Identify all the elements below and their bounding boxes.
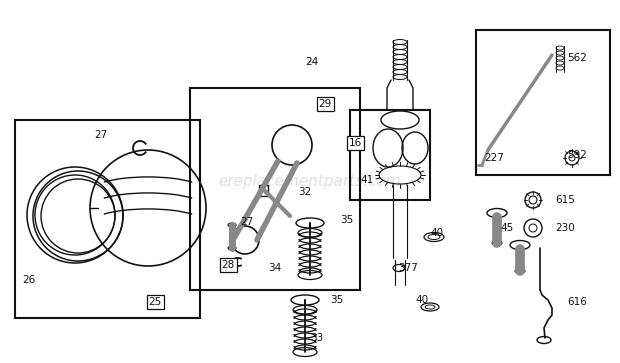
Bar (15, 120, 200, 318)
Text: 27: 27 (240, 217, 253, 227)
Text: 35: 35 (330, 295, 343, 305)
Bar (259, 185, 268, 196)
Bar (476, 30, 610, 175)
Bar (350, 110, 430, 200)
Text: 616: 616 (567, 297, 587, 307)
Text: 592: 592 (567, 150, 587, 160)
Text: 35: 35 (340, 215, 353, 225)
Bar (190, 88, 360, 290)
Text: 24: 24 (305, 57, 318, 67)
Text: 45: 45 (500, 223, 513, 233)
Text: 377: 377 (398, 263, 418, 273)
Text: 32: 32 (298, 187, 311, 197)
Text: 27: 27 (94, 130, 107, 140)
Text: 29: 29 (319, 99, 332, 109)
Text: ereplacementparts.com: ereplacementparts.com (219, 174, 401, 189)
Text: 40: 40 (415, 295, 428, 305)
Text: 25: 25 (148, 297, 162, 307)
Text: 26: 26 (22, 275, 35, 285)
Text: 227: 227 (484, 153, 504, 163)
Text: 34: 34 (268, 263, 281, 273)
Text: 28: 28 (221, 260, 234, 270)
Text: 41: 41 (360, 175, 373, 185)
Text: 615: 615 (555, 195, 575, 205)
Text: 16: 16 (348, 138, 361, 148)
Text: 33: 33 (310, 333, 323, 343)
Text: 562: 562 (567, 53, 587, 63)
Text: 230: 230 (555, 223, 575, 233)
Text: 40: 40 (430, 228, 443, 238)
